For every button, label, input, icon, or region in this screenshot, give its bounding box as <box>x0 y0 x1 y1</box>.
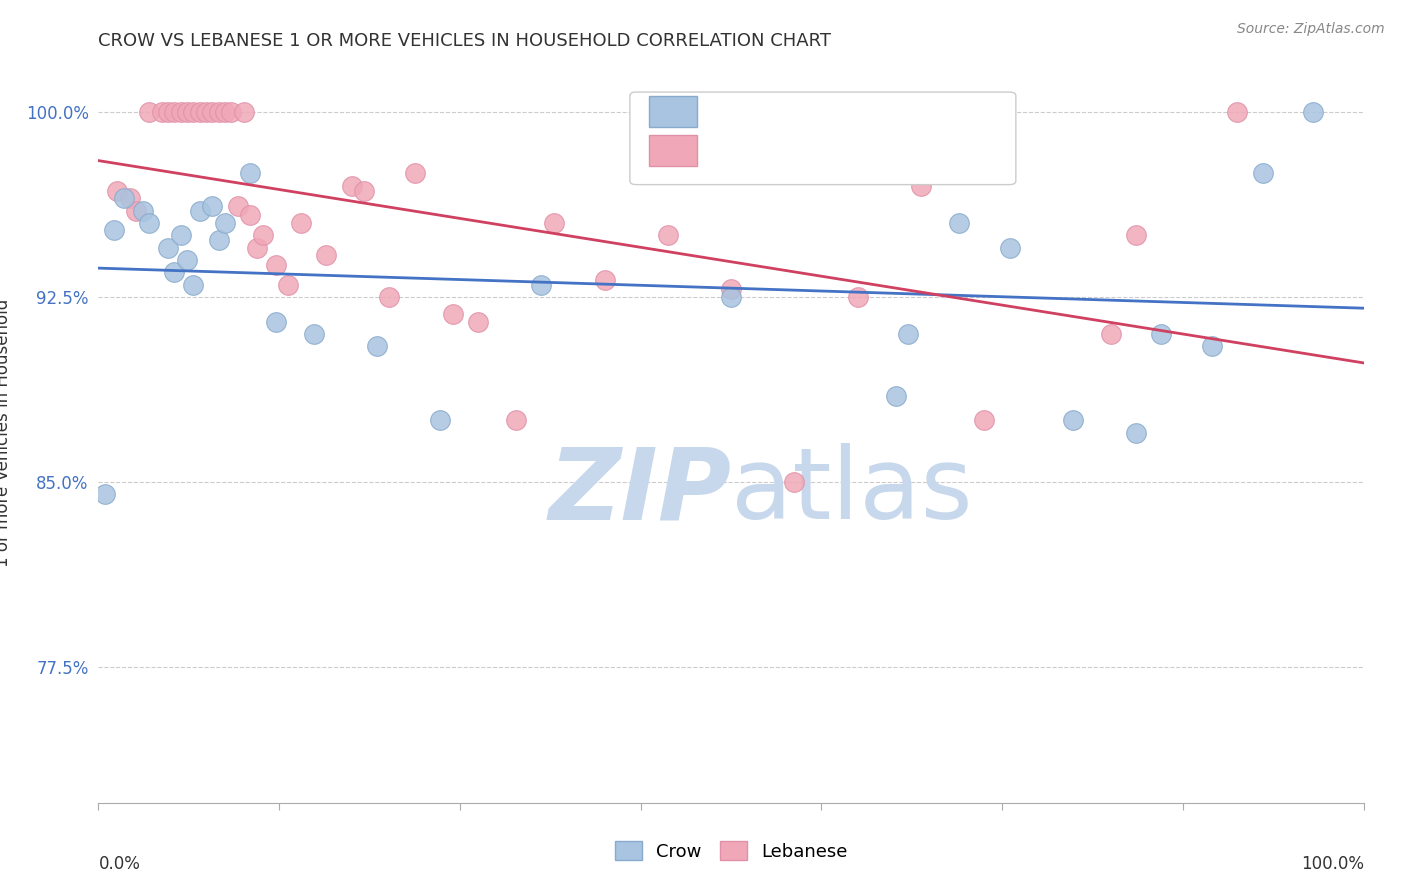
Point <box>239 166 262 180</box>
FancyBboxPatch shape <box>648 135 697 166</box>
Point <box>657 228 679 243</box>
Point <box>183 277 205 292</box>
Text: 100.0%: 100.0% <box>1301 855 1364 872</box>
Point <box>948 216 970 230</box>
Point <box>233 104 256 119</box>
Point <box>194 104 217 119</box>
Point <box>973 413 995 427</box>
Point <box>366 339 388 353</box>
Point <box>264 314 287 328</box>
Point <box>246 240 269 254</box>
Point <box>188 203 211 218</box>
Point <box>183 104 205 119</box>
Point <box>720 290 742 304</box>
Point <box>239 209 262 223</box>
Point <box>1125 228 1147 243</box>
Point <box>1150 326 1173 341</box>
Point <box>353 184 375 198</box>
Point <box>226 198 249 212</box>
Point <box>467 314 489 328</box>
Point <box>120 191 141 205</box>
Point <box>1201 339 1223 353</box>
Point <box>720 283 742 297</box>
Point <box>125 203 148 218</box>
Point <box>429 413 451 427</box>
Point <box>176 104 198 119</box>
Point <box>163 265 186 279</box>
Point <box>157 104 180 119</box>
Point <box>138 216 160 230</box>
Point <box>214 216 236 230</box>
Text: R =  0.367   N = 43: R = 0.367 N = 43 <box>711 143 889 161</box>
Point <box>378 290 401 304</box>
Point <box>1062 413 1084 427</box>
Point <box>169 104 191 119</box>
Point <box>315 248 337 262</box>
Text: atlas: atlas <box>731 443 973 541</box>
Point <box>1099 326 1122 341</box>
Point <box>103 223 125 237</box>
Point <box>302 326 325 341</box>
Point <box>1302 104 1324 119</box>
Point <box>277 277 299 292</box>
Point <box>157 240 180 254</box>
Text: ZIP: ZIP <box>548 443 731 541</box>
Point <box>340 178 363 193</box>
Point <box>163 104 186 119</box>
Point <box>93 487 117 501</box>
Point <box>132 203 155 218</box>
Point <box>219 104 243 119</box>
Point <box>505 413 527 427</box>
Point <box>897 326 920 341</box>
Point <box>208 104 231 119</box>
Point <box>1226 104 1249 119</box>
Point <box>783 475 806 489</box>
Point <box>593 272 616 286</box>
Point <box>530 277 553 292</box>
Point <box>252 228 274 243</box>
Point <box>201 104 224 119</box>
Point <box>169 228 191 243</box>
Point <box>1251 166 1274 180</box>
Text: R =  0.137   N = 36: R = 0.137 N = 36 <box>711 102 889 120</box>
Legend: Crow, Lebanese: Crow, Lebanese <box>607 834 855 868</box>
Point <box>176 252 198 267</box>
Point <box>188 104 211 119</box>
Point <box>201 198 224 212</box>
Point <box>998 240 1021 254</box>
Point <box>107 184 129 198</box>
Point <box>214 104 236 119</box>
FancyBboxPatch shape <box>648 95 697 127</box>
Text: CROW VS LEBANESE 1 OR MORE VEHICLES IN HOUSEHOLD CORRELATION CHART: CROW VS LEBANESE 1 OR MORE VEHICLES IN H… <box>98 32 831 50</box>
Text: Source: ZipAtlas.com: Source: ZipAtlas.com <box>1237 22 1385 37</box>
FancyBboxPatch shape <box>630 92 1015 185</box>
Point <box>884 388 907 402</box>
Point <box>290 216 312 230</box>
Point <box>138 104 160 119</box>
Point <box>1125 425 1147 440</box>
Point <box>404 166 426 180</box>
Y-axis label: 1 or more Vehicles in Household: 1 or more Vehicles in Household <box>0 299 11 566</box>
Point <box>543 216 565 230</box>
Point <box>112 191 135 205</box>
Point <box>846 290 869 304</box>
Point <box>150 104 173 119</box>
Point <box>264 258 287 272</box>
Point <box>910 178 932 193</box>
Point <box>208 233 231 247</box>
Point <box>441 307 464 321</box>
Text: 0.0%: 0.0% <box>98 855 141 872</box>
